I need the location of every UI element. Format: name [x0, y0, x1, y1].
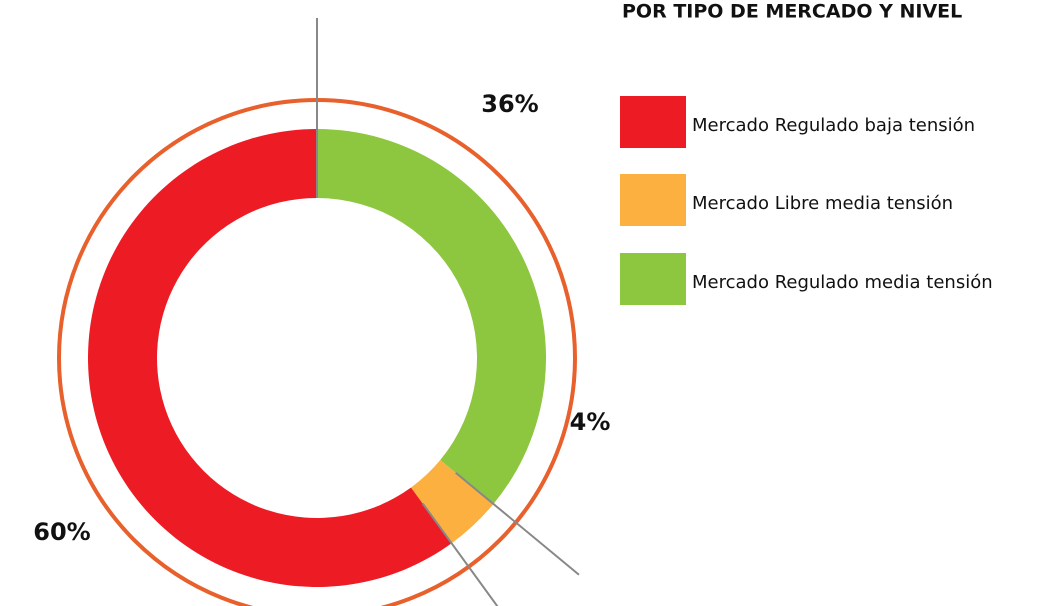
legend-swatch	[620, 174, 686, 226]
legend-label: Mercado Regulado media tensión	[692, 272, 993, 293]
value-label: 60%	[33, 518, 90, 546]
legend-label: Mercado Regulado baja tensión	[692, 115, 975, 136]
leader-line	[455, 471, 580, 576]
legend-swatch	[620, 96, 686, 148]
donut-slice	[317, 129, 546, 504]
legend-swatch	[620, 253, 686, 305]
donut-slice	[88, 129, 452, 587]
value-label: 36%	[481, 90, 538, 118]
legend-label: Mercado Libre media tensión	[692, 193, 953, 214]
chart-title: POR TIPO DE MERCADO Y NIVEL	[622, 1, 962, 23]
value-label: 4%	[570, 408, 611, 436]
leader-line	[421, 503, 499, 606]
donut-slice	[411, 459, 494, 544]
